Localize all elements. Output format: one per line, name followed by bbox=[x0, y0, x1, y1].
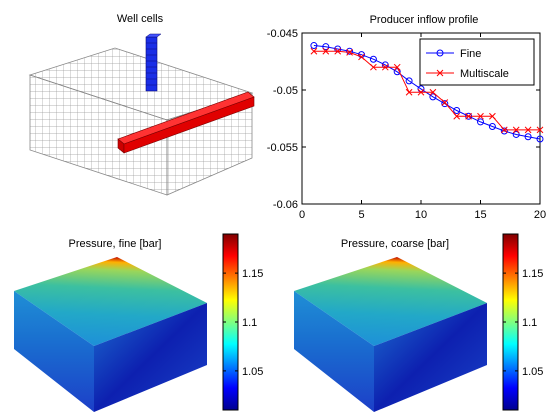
multiscale-point bbox=[500, 126, 508, 134]
multiscale-point bbox=[465, 112, 472, 120]
colorbar-tick-label: 1.05 bbox=[522, 366, 543, 378]
x-tick-label: 15 bbox=[474, 209, 486, 221]
legend-label: Multiscale bbox=[460, 68, 509, 80]
x-tick-label: 0 bbox=[299, 209, 305, 221]
fine-point bbox=[512, 130, 520, 138]
multiscale-point bbox=[346, 49, 353, 56]
multiscale-point bbox=[405, 88, 413, 96]
legend: Fine Multiscale bbox=[419, 38, 535, 86]
colorbar-coarse: 1.05 1.1 1.15 bbox=[502, 233, 543, 411]
fine-top-face bbox=[14, 257, 207, 346]
multiscale-point bbox=[393, 63, 401, 71]
pressure-coarse-plot bbox=[294, 257, 487, 412]
fine-point bbox=[488, 122, 496, 130]
multiscale-point bbox=[370, 63, 377, 71]
multiscale-point bbox=[477, 112, 484, 120]
y-tick-label: -0.06 bbox=[273, 199, 298, 211]
well-cells-plot bbox=[28, 33, 255, 196]
colorbar-tick-label: 1.15 bbox=[522, 268, 543, 280]
multiscale-point bbox=[322, 47, 330, 55]
multiscale-point bbox=[512, 126, 520, 134]
fine-point bbox=[477, 118, 484, 126]
x-tick-label: 20 bbox=[534, 209, 546, 221]
colorbar-tick-label: 1.1 bbox=[242, 317, 257, 329]
inflow-profile-plot: Producer inflow profile 0 5 10 15 20 -0.045 -0… bbox=[267, 14, 546, 221]
legend-box bbox=[419, 38, 535, 86]
y-tick-label: -0.055 bbox=[267, 142, 298, 154]
colorbar-tick-label: 1.1 bbox=[522, 317, 537, 329]
multiscale-point bbox=[536, 126, 544, 134]
x-tick-label: 10 bbox=[415, 209, 427, 221]
pressure-fine-plot bbox=[14, 257, 207, 412]
fine-point bbox=[436, 49, 444, 57]
fine-point bbox=[334, 45, 342, 53]
multiscale-point bbox=[310, 47, 318, 55]
multiscale-point bbox=[381, 63, 389, 71]
pressure-coarse-title: Pressure, coarse [bar] bbox=[340, 238, 450, 250]
multiscale-point bbox=[453, 112, 461, 120]
y-tick-label: -0.045 bbox=[267, 28, 298, 40]
fine-point bbox=[369, 55, 377, 63]
fine-point bbox=[381, 61, 389, 69]
fine-point bbox=[524, 133, 532, 141]
fine-point bbox=[453, 107, 461, 115]
x-tick-label: 5 bbox=[358, 209, 364, 221]
fine-point bbox=[441, 100, 449, 108]
fine-left-face bbox=[14, 291, 94, 412]
fine-point bbox=[429, 93, 437, 101]
multiscale-point bbox=[429, 88, 437, 96]
multiscale-point bbox=[524, 126, 532, 134]
multiscale-point bbox=[436, 69, 444, 77]
multiscale-series bbox=[310, 47, 544, 134]
coarse-right-face bbox=[374, 303, 487, 412]
y-tick-label: -0.05 bbox=[273, 85, 298, 97]
coarse-left-face bbox=[294, 291, 374, 412]
injector-well-cells bbox=[145, 33, 162, 92]
fine-point bbox=[393, 68, 401, 76]
legend-label: Fine bbox=[460, 48, 481, 60]
multiscale-point bbox=[441, 99, 449, 106]
fine-right-face bbox=[94, 303, 207, 412]
multiscale-point bbox=[358, 53, 365, 61]
multiscale-point bbox=[334, 47, 342, 55]
coarse-top-face bbox=[294, 257, 487, 346]
multiscale-point bbox=[489, 112, 496, 120]
producer-well-cells bbox=[117, 91, 255, 154]
chart-title: Producer inflow profile bbox=[370, 14, 479, 26]
fine-point bbox=[536, 135, 544, 143]
fine-point bbox=[310, 42, 318, 50]
colorbar-tick-label: 1.15 bbox=[242, 268, 263, 280]
colorbar-tick-label: 1.05 bbox=[242, 366, 263, 378]
fine-point bbox=[405, 77, 413, 85]
colorbar-fine: 1.05 1.1 1.15 bbox=[222, 233, 263, 411]
fine-point bbox=[358, 51, 365, 59]
fine-point bbox=[346, 47, 354, 55]
fine-series bbox=[310, 42, 544, 143]
fine-point bbox=[500, 127, 508, 135]
fine-point bbox=[322, 43, 330, 51]
well-cells-title: Well cells bbox=[116, 13, 164, 25]
pressure-fine-title: Pressure, fine [bar] bbox=[68, 238, 162, 250]
fine-line bbox=[313, 45, 541, 140]
multiscale-point bbox=[417, 88, 425, 96]
